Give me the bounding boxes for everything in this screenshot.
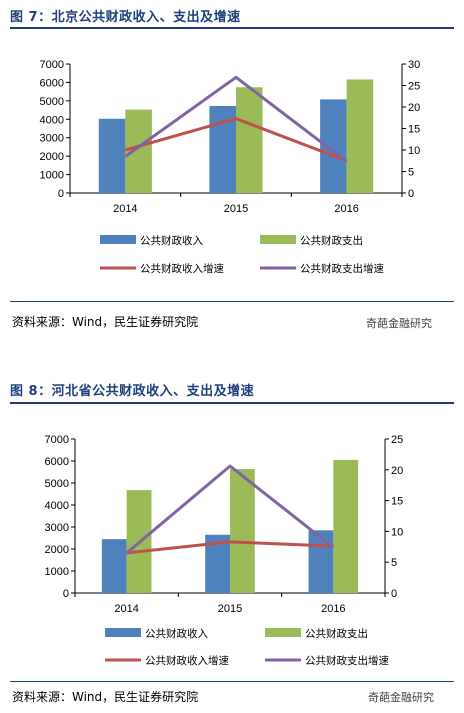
series-line (125, 464, 335, 555)
figure-7-source: 资料来源：Wind，民生证券研究院 (12, 315, 199, 329)
y-tick-label: 1000 (45, 566, 69, 578)
bar (333, 459, 359, 593)
legend-label: 公共财政收入增速 (145, 654, 229, 667)
bar (308, 530, 334, 593)
legend-label: 公共财政收入增速 (140, 262, 224, 275)
y2-tick-label: 5 (391, 557, 397, 569)
x-tick-label: 2015 (224, 203, 248, 215)
bar (230, 469, 255, 593)
legend-swatch (100, 235, 136, 244)
figure-8-title-rule (10, 402, 454, 404)
figure-8-bottom-rule (10, 681, 454, 682)
y-tick-label: 3000 (45, 522, 69, 534)
y-tick-label: 4000 (40, 114, 64, 126)
y2-tick-label: 20 (408, 102, 420, 114)
y-tick-label: 3000 (40, 133, 64, 145)
y2-tick-label: 15 (408, 124, 420, 136)
y-tick-label: 6000 (45, 456, 69, 468)
y2-tick-label: 20 (391, 465, 403, 477)
x-tick-label: 2016 (334, 203, 358, 215)
figure-7-chart: 0 1000 2000 3000 4000 5000 6000 7000 0 5 10 15 20 25 3… (40, 59, 421, 275)
y-tick-label: 7000 (40, 59, 64, 71)
legend-label: 公共财政支出 (300, 234, 363, 247)
y2-tick-label: 5 (408, 167, 414, 179)
y-tick-label: 2000 (45, 544, 69, 556)
figure-7-title-rule (10, 27, 454, 29)
figure-8-chart: 0 1000 2000 3000 4000 5000 6000 7000 0 5 10 15 20 25 2… (45, 434, 404, 667)
bar (101, 539, 127, 593)
y-tick-label: 7000 (45, 434, 69, 446)
legend-swatch (265, 628, 301, 637)
y-tick-label: 4000 (45, 500, 69, 512)
y-tick-label: 0 (58, 188, 64, 200)
figure-7-title: 图 7：北京公共财政收入、支出及增速 (10, 10, 241, 25)
y-tick-label: 2000 (40, 151, 64, 163)
y-tick-label: 1000 (40, 170, 64, 182)
figure-8-title: 图 8：河北省公共财政收入、支出及增速 (10, 384, 255, 399)
bar (98, 118, 126, 193)
legend-label: 公共财政收入 (140, 234, 203, 247)
y2-tick-label: 10 (391, 526, 403, 538)
x-tick-label: 2014 (114, 603, 138, 615)
y2-tick-label: 25 (408, 81, 420, 93)
y2-tick-label: 0 (391, 588, 397, 600)
y-tick-label: 0 (63, 588, 69, 600)
figure-8-source: 资料来源：Wind，民生证券研究院 (12, 690, 199, 704)
figure-7-watermark: 奇葩金融研究 (366, 317, 432, 330)
legend-swatch (105, 628, 141, 637)
y2-tick-label: 15 (391, 496, 403, 508)
y-tick-label: 5000 (40, 96, 64, 108)
x-tick-label: 2014 (113, 203, 137, 215)
legend-label: 公共财政收入 (145, 627, 208, 640)
bar (346, 79, 374, 193)
y2-tick-label: 0 (408, 188, 414, 200)
legend-label: 公共财政支出增速 (300, 262, 384, 275)
series-line (126, 540, 334, 555)
x-tick-label: 2016 (321, 603, 345, 615)
y2-tick-label: 30 (408, 59, 420, 71)
y2-tick-label: 25 (391, 434, 403, 446)
bar (125, 109, 152, 193)
series-line (124, 75, 348, 163)
y2-tick-label: 10 (408, 145, 420, 157)
legend-label: 公共财政支出 (305, 627, 368, 640)
figure-8-watermark: 奇葩金融研究 (368, 691, 434, 704)
legend-swatch (260, 235, 296, 244)
y-tick-label: 6000 (40, 77, 64, 89)
series-line (124, 117, 348, 163)
legend-label: 公共财政支出增速 (305, 654, 389, 667)
figure-7-bottom-rule (10, 301, 454, 302)
x-tick-label: 2015 (218, 603, 242, 615)
y-tick-label: 5000 (45, 478, 69, 490)
bar (236, 87, 263, 193)
